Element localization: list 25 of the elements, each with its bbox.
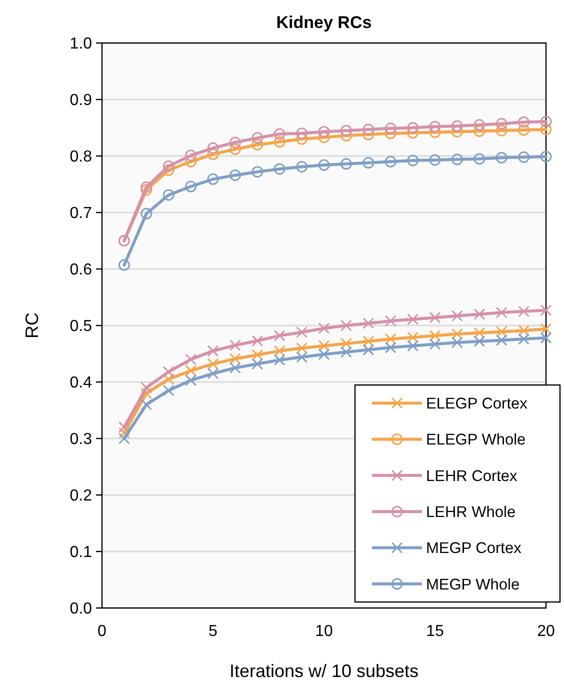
y-tick-label: 0.1 [70,544,92,562]
legend-label: ELEGP Whole [426,432,526,449]
y-tick-label: 0.2 [70,488,92,505]
x-tick-label: 10 [315,623,333,640]
y-tick-label: 0.0 [70,600,92,618]
x-tick-label: 15 [426,623,444,640]
y-tick-label: 1.0 [70,36,92,53]
y-tick-label: 0.9 [70,92,92,110]
legend-label: MEGP Whole [426,576,520,594]
legend-label: LEHR Whole [426,504,516,522]
x-tick-label: 0 [98,623,107,640]
legend-label: ELEGP Cortex [426,396,528,413]
y-tick-label: 0.4 [70,374,92,392]
y-tick-label: 0.7 [70,205,92,222]
y-tick-label: 0.5 [70,318,92,336]
x-axis-title: Iterations w/ 10 subsets [229,661,419,681]
legend-label: LEHR Cortex [426,468,518,485]
x-tick-label: 5 [208,623,218,640]
legend-label: MEGP Cortex [426,540,522,558]
y-axis-title: RC [22,312,42,338]
y-tick-label: 0.6 [70,262,92,279]
chart-title: Kidney RCs [276,13,372,32]
y-tick-label: 0.8 [70,148,92,166]
y-tick-label: 0.3 [70,431,92,448]
x-tick-label: 20 [537,623,555,640]
